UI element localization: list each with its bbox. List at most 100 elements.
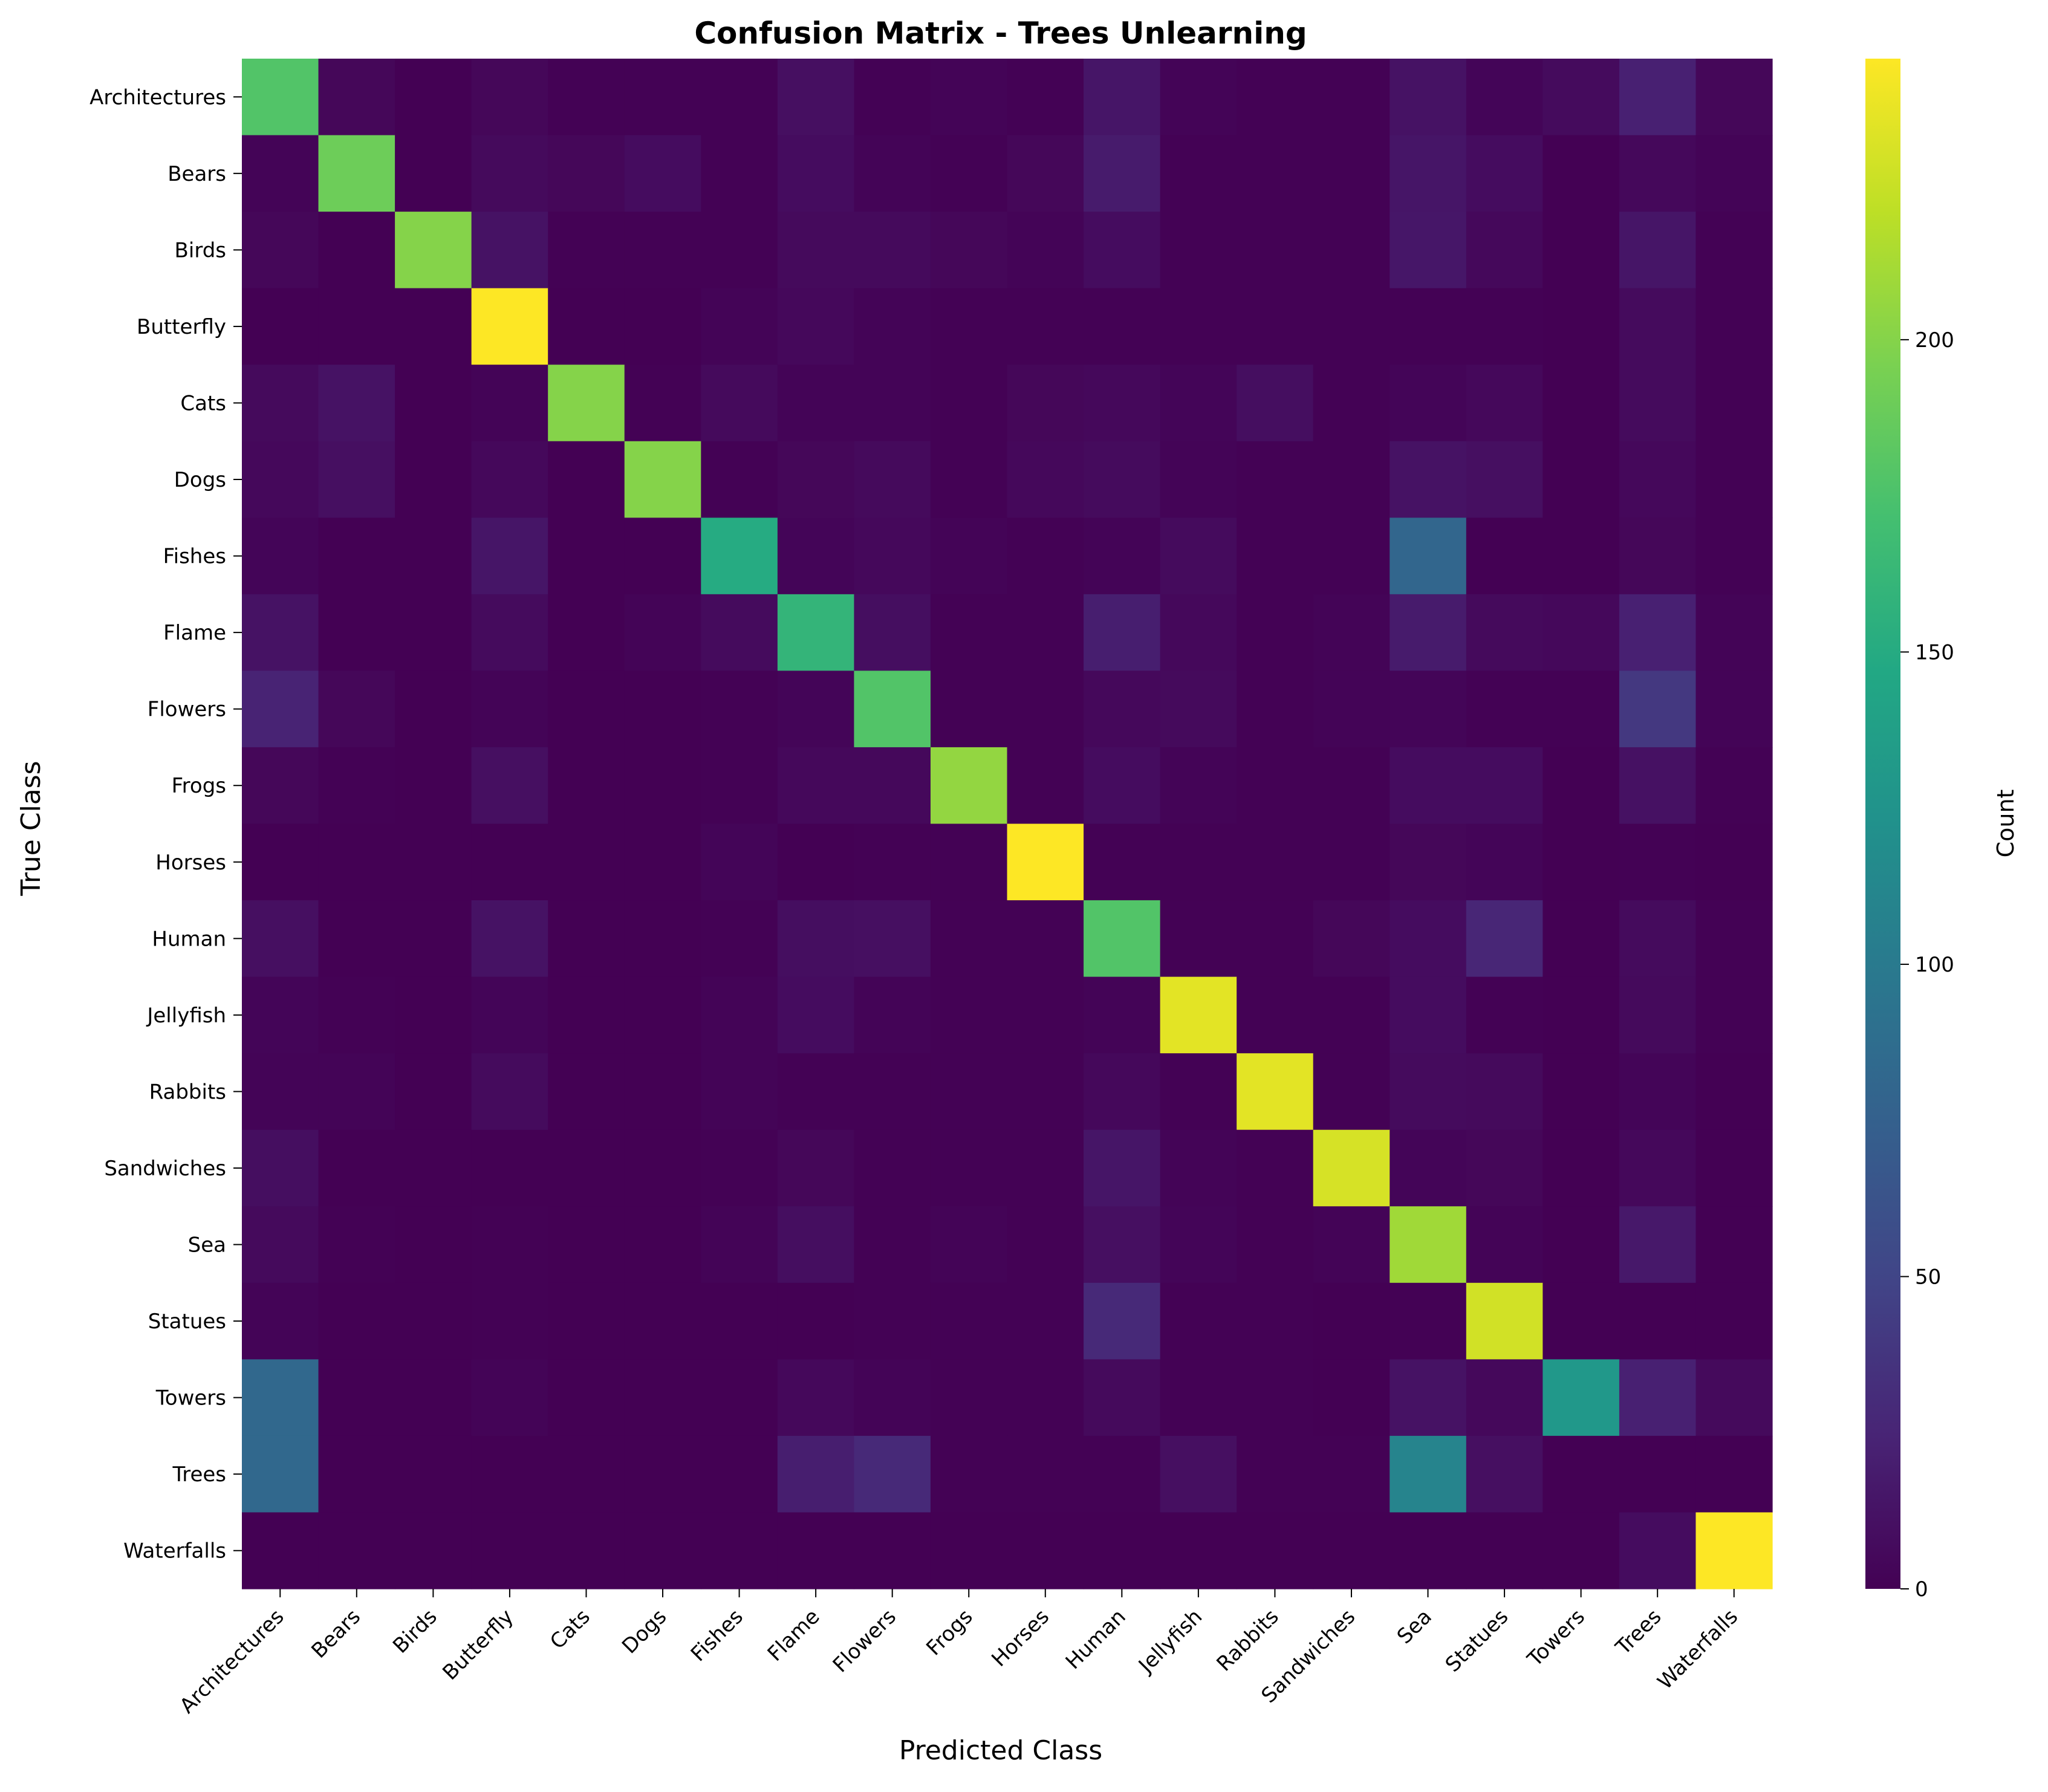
y-tick-label: Butterfly: [137, 315, 226, 339]
y-axis-ticks: Architectures Bears Birds Butterfly Cats Dogs…: [89, 85, 242, 1563]
heatmap-cell: [318, 1359, 395, 1437]
heatmap-cell: [930, 747, 1008, 825]
heatmap-cell: [624, 1206, 701, 1284]
heatmap-cell: [1695, 288, 1773, 365]
heatmap-cell: [930, 1053, 1008, 1131]
heatmap-cell: [930, 288, 1008, 365]
heatmap-cell: [777, 1359, 854, 1437]
heatmap-cell: [1007, 1129, 1084, 1207]
heatmap-cell: [854, 670, 931, 748]
heatmap-cell: [930, 1435, 1008, 1513]
heatmap-cell: [777, 1053, 854, 1131]
heatmap-cell: [471, 1512, 548, 1589]
heatmap-cell: [1619, 365, 1697, 442]
heatmap-cell: [1466, 288, 1543, 365]
heatmap-cell: [318, 1512, 395, 1589]
heatmap-cell: [1313, 1282, 1390, 1360]
heatmap-cell: [395, 365, 472, 442]
heatmap-cell: [1695, 135, 1773, 212]
heatmap-cell: [854, 594, 931, 671]
heatmap-cell: [1084, 1435, 1161, 1513]
heatmap-cell: [701, 1512, 778, 1589]
heatmap-cell: [777, 670, 854, 748]
heatmap-cell: [701, 441, 778, 518]
heatmap-cell: [1390, 518, 1467, 595]
heatmap-cell: [1466, 135, 1543, 212]
heatmap-cell: [471, 1053, 548, 1131]
heatmap-cell: [1619, 288, 1697, 365]
heatmap-cell: [1007, 59, 1084, 136]
heatmap-cell: [1007, 288, 1084, 365]
heatmap-cell: [318, 823, 395, 901]
heatmap-cell: [1084, 900, 1161, 978]
heatmap-cell: [1466, 823, 1543, 901]
heatmap-cell: [1466, 1359, 1543, 1437]
heatmap-cell: [1695, 900, 1773, 978]
heatmap-cell: [624, 823, 701, 901]
heatmap-cell: [1390, 1282, 1467, 1360]
heatmap-cell: [1084, 594, 1161, 671]
heatmap-cell: [854, 1053, 931, 1131]
heatmap-cell: [395, 670, 472, 748]
heatmap-cell: [1313, 59, 1390, 136]
heatmap-cell: [1007, 518, 1084, 595]
heatmap-cell: [777, 518, 854, 595]
heatmap-cell: [1313, 900, 1390, 978]
heatmap-cell: [1237, 1359, 1314, 1437]
heatmap-cell: [701, 518, 778, 595]
heatmap-cell: [1466, 900, 1543, 978]
heatmap-cell: [1390, 441, 1467, 518]
heatmap-cell: [471, 1129, 548, 1207]
heatmap-cell: [930, 1129, 1008, 1207]
heatmap-cell: [548, 441, 625, 518]
heatmap-cell: [1695, 212, 1773, 289]
heatmap-cell: [1313, 1053, 1390, 1131]
heatmap-cell: [624, 747, 701, 825]
heatmap-cell: [318, 441, 395, 518]
y-tick-label: Frogs: [172, 774, 226, 798]
heatmap-cell: [701, 1053, 778, 1131]
heatmap-cell: [318, 976, 395, 1054]
heatmap-cell: [242, 1512, 319, 1589]
heatmap-cell: [777, 1206, 854, 1284]
heatmap-cell: [1543, 670, 1620, 748]
heatmap-cell: [777, 135, 854, 212]
heatmap-cell: [1237, 1512, 1314, 1589]
y-tick-label: Cats: [180, 391, 226, 415]
heatmap-cell: [854, 1206, 931, 1284]
x-axis-label: Predicted Class: [899, 1735, 1102, 1766]
y-tick-label: Fishes: [163, 545, 226, 569]
heatmap-cell: [1619, 900, 1697, 978]
heatmap-cell: [1695, 365, 1773, 442]
heatmap-cell: [1313, 747, 1390, 825]
heatmap-cell: [1160, 747, 1237, 825]
x-tick-label: Architectures: [175, 1605, 289, 1718]
heatmap-cell: [1619, 1129, 1697, 1207]
heatmap-cell: [777, 1435, 854, 1513]
heatmap-cell: [1619, 976, 1697, 1054]
heatmap-cell: [624, 365, 701, 442]
heatmap-cell: [930, 823, 1008, 901]
heatmap-cell: [777, 900, 854, 978]
heatmap-cell: [701, 823, 778, 901]
heatmap-cell: [1084, 288, 1161, 365]
heatmap-cell: [395, 1435, 472, 1513]
heatmap-cell: [1466, 1129, 1543, 1207]
heatmap-cell: [1237, 212, 1314, 289]
heatmap-cell: [1160, 1282, 1237, 1360]
x-tick-label: Butterfly: [438, 1605, 518, 1685]
heatmap-cell: [1160, 288, 1237, 365]
heatmap-cell: [624, 1129, 701, 1207]
heatmap-cell: [624, 670, 701, 748]
heatmap-cell: [1390, 747, 1467, 825]
heatmap-cell: [471, 441, 548, 518]
heatmap-cell: [1313, 365, 1390, 442]
heatmap-cell: [242, 59, 319, 136]
heatmap-cell: [1695, 59, 1773, 136]
heatmap-cell: [548, 1435, 625, 1513]
y-tick-label: Flame: [163, 621, 226, 645]
heatmap-cell: [1313, 1435, 1390, 1513]
heatmap-cell: [930, 135, 1008, 212]
heatmap-cell: [777, 594, 854, 671]
heatmap-cell: [1007, 1206, 1084, 1284]
